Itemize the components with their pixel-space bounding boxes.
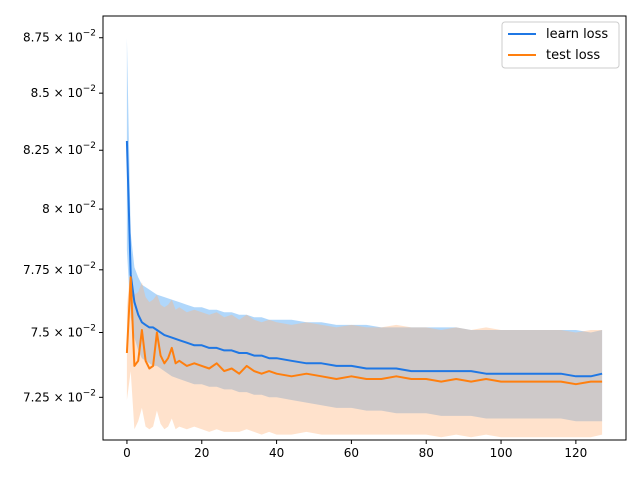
y-tick-label: 8.75 × 10−2 <box>23 29 96 45</box>
y-tick-label: 7.25 × 10−2 <box>23 388 96 404</box>
x-axis: 0 20 40 60 80 100 120 <box>123 440 587 460</box>
x-tick-label: 60 <box>344 446 359 460</box>
x-tick-label: 20 <box>194 446 209 460</box>
learn-loss-band <box>126 37 603 422</box>
y-tick-label: 8.25 × 10−2 <box>23 141 96 157</box>
y-tick-label: 8.5 × 10−2 <box>31 84 96 100</box>
legend: learn loss test loss <box>501 21 620 69</box>
x-tick-label: 0 <box>123 446 131 460</box>
legend-label-test-loss: test loss <box>546 48 600 63</box>
test-loss-band <box>126 264 603 438</box>
legend-label-learn-loss: learn loss <box>546 27 608 42</box>
y-tick-label: 8 × 10−2 <box>42 200 96 216</box>
series-lines <box>125 140 603 386</box>
test-loss-line <box>125 276 603 386</box>
learn-loss-line <box>125 140 603 378</box>
plot-frame <box>102 15 627 441</box>
x-tick-label: 40 <box>269 446 284 460</box>
x-tick-label: 80 <box>419 446 434 460</box>
confidence-bands <box>126 37 603 438</box>
y-tick-label: 7.5 × 10−2 <box>31 323 96 339</box>
y-tick-label: 7.75 × 10−2 <box>23 261 96 277</box>
x-tick-label: 100 <box>490 446 513 460</box>
x-tick-label: 120 <box>564 446 587 460</box>
y-axis: 7.25 × 10−2 7.5 × 10−2 7.75 × 10−2 8 × 10−2… <box>23 29 103 404</box>
